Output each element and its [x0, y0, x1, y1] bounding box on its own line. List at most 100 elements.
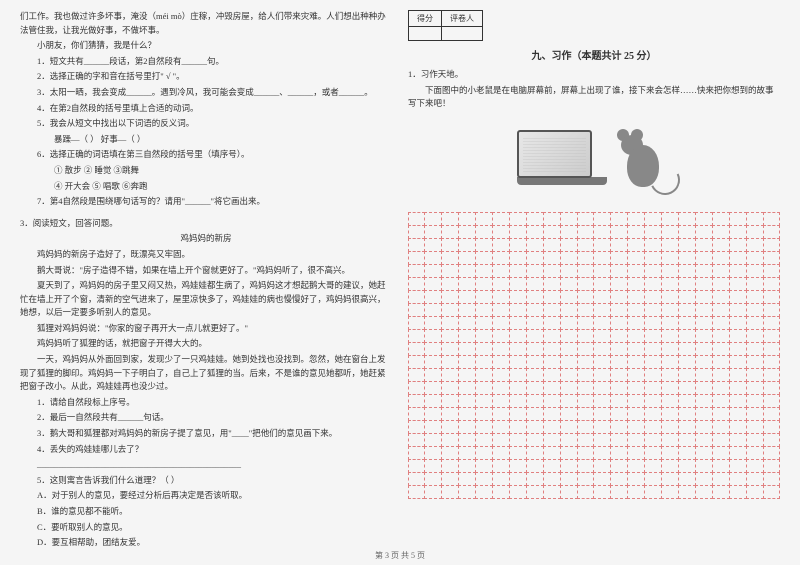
grid-cell [712, 485, 730, 499]
grid-cell [746, 329, 764, 343]
grid-cell [712, 368, 730, 382]
grid-cell [458, 238, 476, 252]
grid-cell [610, 485, 628, 499]
grid-cell [712, 316, 730, 330]
grid-cell [577, 368, 595, 382]
grid-cell [712, 381, 730, 395]
grid-cell [746, 212, 764, 226]
grid-cell [644, 212, 662, 226]
grid-cell [644, 290, 662, 304]
grid-cell [424, 329, 442, 343]
grid-cell [763, 277, 781, 291]
grid-cell [424, 459, 442, 473]
grid-cell [746, 407, 764, 421]
grid-cell [526, 446, 544, 460]
grid-cell [408, 329, 426, 343]
grid-cell [560, 381, 578, 395]
grid-cell [712, 459, 730, 473]
grid-cell [627, 316, 645, 330]
grid-cell [475, 225, 493, 239]
grid-cell [746, 316, 764, 330]
grid-cell [475, 277, 493, 291]
grid-cell [577, 446, 595, 460]
grid-cell [543, 433, 561, 447]
grid-cell [424, 251, 442, 265]
grid-cell [627, 251, 645, 265]
grid-cell [644, 433, 662, 447]
intro-question: 小朋友，你们猜猜，我是什么？ [20, 39, 392, 53]
grid-cell [729, 381, 747, 395]
grid-cell [475, 433, 493, 447]
grid-cell [509, 264, 527, 278]
grid-cell [526, 394, 544, 408]
grid-cell [408, 225, 426, 239]
grid-cell [424, 446, 442, 460]
grid-cell [492, 368, 510, 382]
grid-cell [661, 459, 679, 473]
grid-cell [526, 342, 544, 356]
grid-cell [610, 381, 628, 395]
grid-cell [441, 251, 459, 265]
grid-cell [593, 355, 611, 369]
grid-cell [475, 355, 493, 369]
grid-cell [661, 277, 679, 291]
score-cell-empty [409, 27, 442, 41]
grid-cell [610, 238, 628, 252]
grid-cell [678, 394, 696, 408]
grid-cell [661, 446, 679, 460]
grid-cell [593, 225, 611, 239]
grid-cell [763, 264, 781, 278]
grid-cell [746, 381, 764, 395]
grid-cell [729, 459, 747, 473]
grid-cell [543, 472, 561, 486]
grid-cell [492, 420, 510, 434]
grid-cell [593, 381, 611, 395]
grid-cell [763, 394, 781, 408]
grid-cell [577, 342, 595, 356]
grid-cell [627, 446, 645, 460]
grid-cell [475, 212, 493, 226]
grid-cell [695, 394, 713, 408]
grid-cell [509, 407, 527, 421]
grid-cell [763, 433, 781, 447]
grid-cell [526, 459, 544, 473]
rqA: A．对于别人的意见，要经过分析后再决定是否该听取。 [20, 489, 392, 503]
grid-cell [526, 355, 544, 369]
grid-cell [441, 407, 459, 421]
grid-cell [526, 472, 544, 486]
grid-cell [408, 394, 426, 408]
grid-cell [593, 394, 611, 408]
grid-cell [458, 329, 476, 343]
grid-cell [627, 303, 645, 317]
grid-cell [746, 355, 764, 369]
grid-cell [712, 251, 730, 265]
grid-cell [543, 459, 561, 473]
grid-cell [475, 303, 493, 317]
grid-cell [763, 355, 781, 369]
grid-cell [729, 433, 747, 447]
story-p3: 夏天到了，鸡妈妈的房子里又闷又热，鸡娃娃都生病了，鸡妈妈这才想起鹅大哥的建议，她… [20, 279, 392, 320]
grid-cell [475, 316, 493, 330]
grid-cell [695, 225, 713, 239]
grid-cell [729, 407, 747, 421]
grid-cell [492, 472, 510, 486]
grid-cell [441, 381, 459, 395]
grid-cell [627, 433, 645, 447]
section-title: 九、习作（本题共计 25 分） [408, 47, 780, 62]
grid-cell [746, 368, 764, 382]
grid-cell [763, 368, 781, 382]
grid-cell [577, 212, 595, 226]
grid-cell [661, 264, 679, 278]
grid-cell [678, 381, 696, 395]
grid-cell [644, 277, 662, 291]
grid-cell [610, 316, 628, 330]
grid-cell [712, 238, 730, 252]
grid-cell [661, 329, 679, 343]
grid-cell [577, 459, 595, 473]
grid-cell [560, 446, 578, 460]
rqD: D．要互相帮助，团结友爱。 [20, 536, 392, 550]
grid-cell [475, 381, 493, 395]
grid-cell [577, 485, 595, 499]
grid-cell [695, 381, 713, 395]
grid-cell [746, 303, 764, 317]
